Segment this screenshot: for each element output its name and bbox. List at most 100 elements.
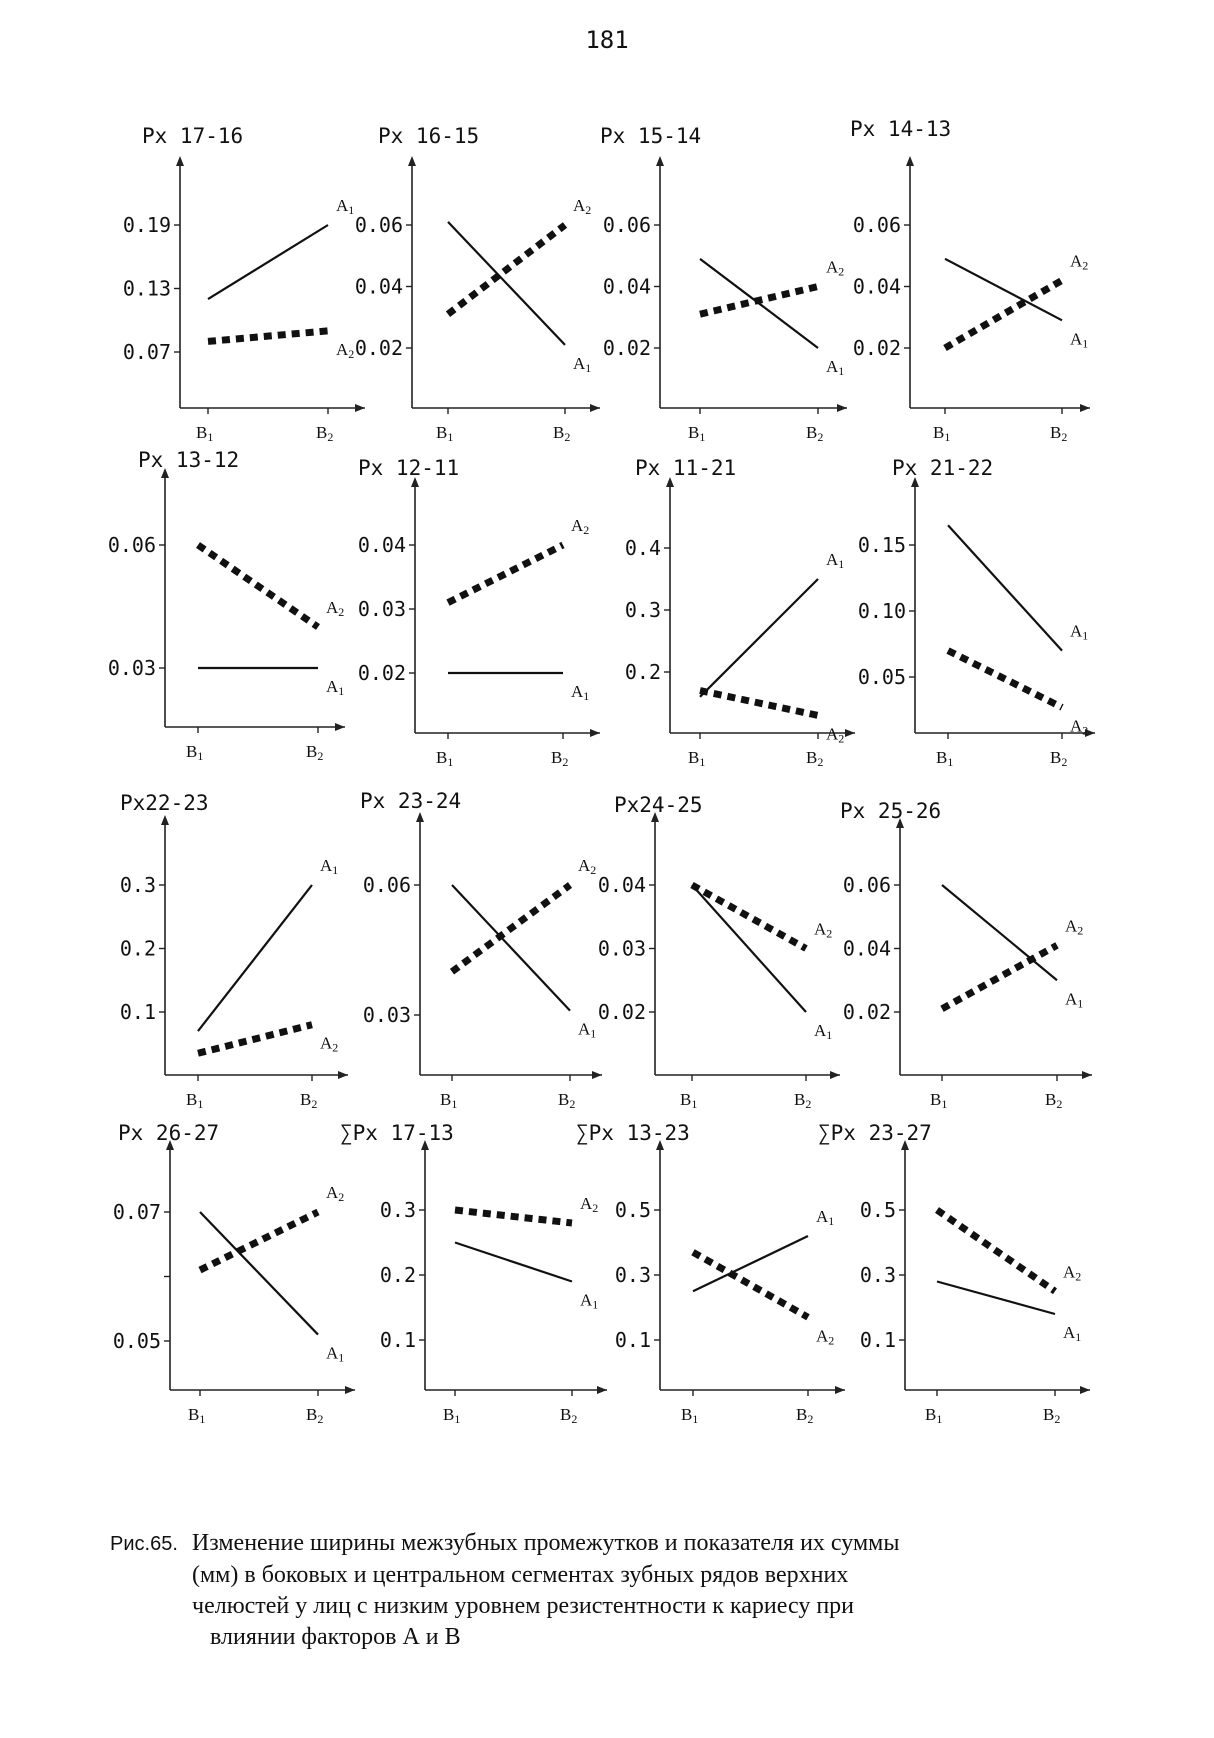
y-tick-label: 0.02 — [603, 336, 651, 360]
x-tick-label: B2 — [1050, 423, 1067, 444]
chart-panel: Px 13-12 0.06 0.03 B1 B2 A1 A2 — [108, 448, 345, 763]
series-label: A2 — [1065, 916, 1083, 937]
series-line-a1 — [691, 884, 807, 1013]
series-line-a1 — [447, 221, 566, 346]
series-line-a2 — [446, 541, 565, 606]
svg-text:B2: B2 — [558, 1090, 575, 1111]
svg-text:A1: A1 — [1070, 329, 1088, 350]
svg-text:B2: B2 — [306, 742, 323, 763]
x-axis-arrow — [835, 1386, 845, 1394]
x-tick-label: B2 — [316, 423, 333, 444]
series-line-a2 — [691, 1249, 810, 1321]
series-label: A1 — [578, 1020, 596, 1041]
y-tick-label: 0.06 — [603, 213, 651, 237]
y-axis-arrow — [911, 477, 919, 487]
x-tick-label: B1 — [930, 1090, 947, 1111]
series-line-a2 — [699, 687, 819, 719]
series-label: A2 — [816, 1326, 834, 1347]
x-tick-label: B2 — [306, 742, 323, 763]
svg-text:A2: A2 — [1070, 716, 1088, 737]
y-tick-label: 0.04 — [358, 533, 406, 557]
svg-text:A1: A1 — [571, 682, 589, 703]
series-line-a2 — [449, 882, 573, 975]
svg-text:B1: B1 — [688, 748, 705, 769]
x-axis-arrow — [590, 404, 600, 412]
svg-text:A1: A1 — [814, 1021, 832, 1042]
y-tick-label: 0.3 — [120, 873, 156, 897]
y-tick-label: 0.04 — [603, 275, 651, 299]
svg-text:B2: B2 — [316, 423, 333, 444]
y-tick-label: 0.13 — [123, 277, 171, 301]
svg-text:B1: B1 — [925, 1405, 942, 1426]
y-tick-label: 0.3 — [860, 1263, 896, 1287]
series-label: A1 — [1063, 1323, 1081, 1344]
svg-text:A2: A2 — [1070, 251, 1088, 272]
svg-text:B2: B2 — [1050, 423, 1067, 444]
series-label: A1 — [580, 1291, 598, 1312]
x-tick-label: B2 — [806, 423, 823, 444]
y-axis-arrow — [656, 156, 664, 166]
chart-panel: Px 23-24 0.06 0.03 B1 B2 A1 A2 — [360, 789, 602, 1111]
series-label: A2 — [320, 1034, 338, 1055]
x-tick-label: B1 — [188, 1405, 205, 1426]
svg-text:B2: B2 — [553, 423, 570, 444]
x-axis-arrow — [845, 729, 855, 737]
svg-text:A1: A1 — [573, 354, 591, 375]
x-tick-label: B1 — [186, 1090, 203, 1111]
y-tick-label: 0.05 — [858, 665, 906, 689]
svg-text:B2: B2 — [560, 1405, 577, 1426]
x-tick-label: B1 — [196, 423, 213, 444]
svg-text:B2: B2 — [1045, 1090, 1062, 1111]
series-label: A1 — [1065, 989, 1083, 1010]
y-axis-arrow — [906, 156, 914, 166]
y-tick-label: 0.04 — [598, 873, 646, 897]
chart-panel: Px 26-27 0.07 0.05 B1 B2 A1 A2 — [113, 1121, 355, 1426]
x-tick-label: B1 — [436, 748, 453, 769]
series-label: A1 — [826, 357, 844, 378]
svg-text:B2: B2 — [306, 1405, 323, 1426]
svg-text:A1: A1 — [320, 856, 338, 877]
svg-text:B2: B2 — [806, 748, 823, 769]
figure-caption: Рис.65. Изменение ширины межзубных промеж… — [110, 1528, 1110, 1653]
svg-text:B1: B1 — [186, 742, 203, 763]
x-tick-label: B1 — [186, 742, 203, 763]
x-axis-arrow — [592, 1071, 602, 1079]
series-label: A2 — [1070, 716, 1088, 737]
series-label: A1 — [826, 550, 844, 571]
x-tick-label: B1 — [443, 1405, 460, 1426]
series-line-a2 — [198, 1208, 320, 1274]
y-tick-label: 0.19 — [123, 213, 171, 237]
series-label: A1 — [320, 856, 338, 877]
svg-text:B1: B1 — [436, 748, 453, 769]
x-tick-label: B1 — [436, 423, 453, 444]
series-label: A2 — [326, 598, 344, 619]
x-tick-label: B2 — [806, 748, 823, 769]
svg-text:B1: B1 — [681, 1405, 698, 1426]
y-tick-label: 0.06 — [108, 533, 156, 557]
y-tick-label: 0.3 — [380, 1198, 416, 1222]
chart-panel: Px 16-15 0.06 0.04 0.02 B1 B2 A1 A2 — [355, 124, 600, 444]
series-line-a1 — [941, 884, 1058, 982]
svg-text:A1: A1 — [826, 550, 844, 571]
y-axis-arrow — [656, 1140, 664, 1150]
y-tick-label: 0.06 — [843, 873, 891, 897]
caption-line-4: влиянии факторов А и В — [210, 1624, 461, 1650]
x-tick-label: B2 — [1045, 1090, 1062, 1111]
chart-panel: Px 15-14 0.06 0.04 0.02 B1 B2 A1 A2 — [600, 124, 847, 444]
series-label: A2 — [826, 724, 844, 745]
series-line-a2 — [690, 881, 808, 952]
x-axis-arrow — [1080, 1386, 1090, 1394]
caption-line-1: Рис.65. Изменение ширины межзубных промеж… — [110, 1530, 900, 1556]
svg-text:B1: B1 — [436, 423, 453, 444]
x-tick-label: B1 — [933, 423, 950, 444]
y-axis-arrow — [421, 1140, 429, 1150]
page-number: 181 — [585, 26, 629, 54]
y-tick-label: 0.02 — [358, 661, 406, 685]
svg-text:A1: A1 — [578, 1020, 596, 1041]
chart-title: Px 23-24 — [360, 789, 461, 813]
x-axis-arrow — [1085, 729, 1095, 737]
x-tick-label: B2 — [306, 1405, 323, 1426]
chart-panel: ∑Px 17-13 0.3 0.2 0.1 B1 B2 A1 A2 — [340, 1121, 607, 1426]
y-tick-label: 0.2 — [380, 1263, 416, 1287]
